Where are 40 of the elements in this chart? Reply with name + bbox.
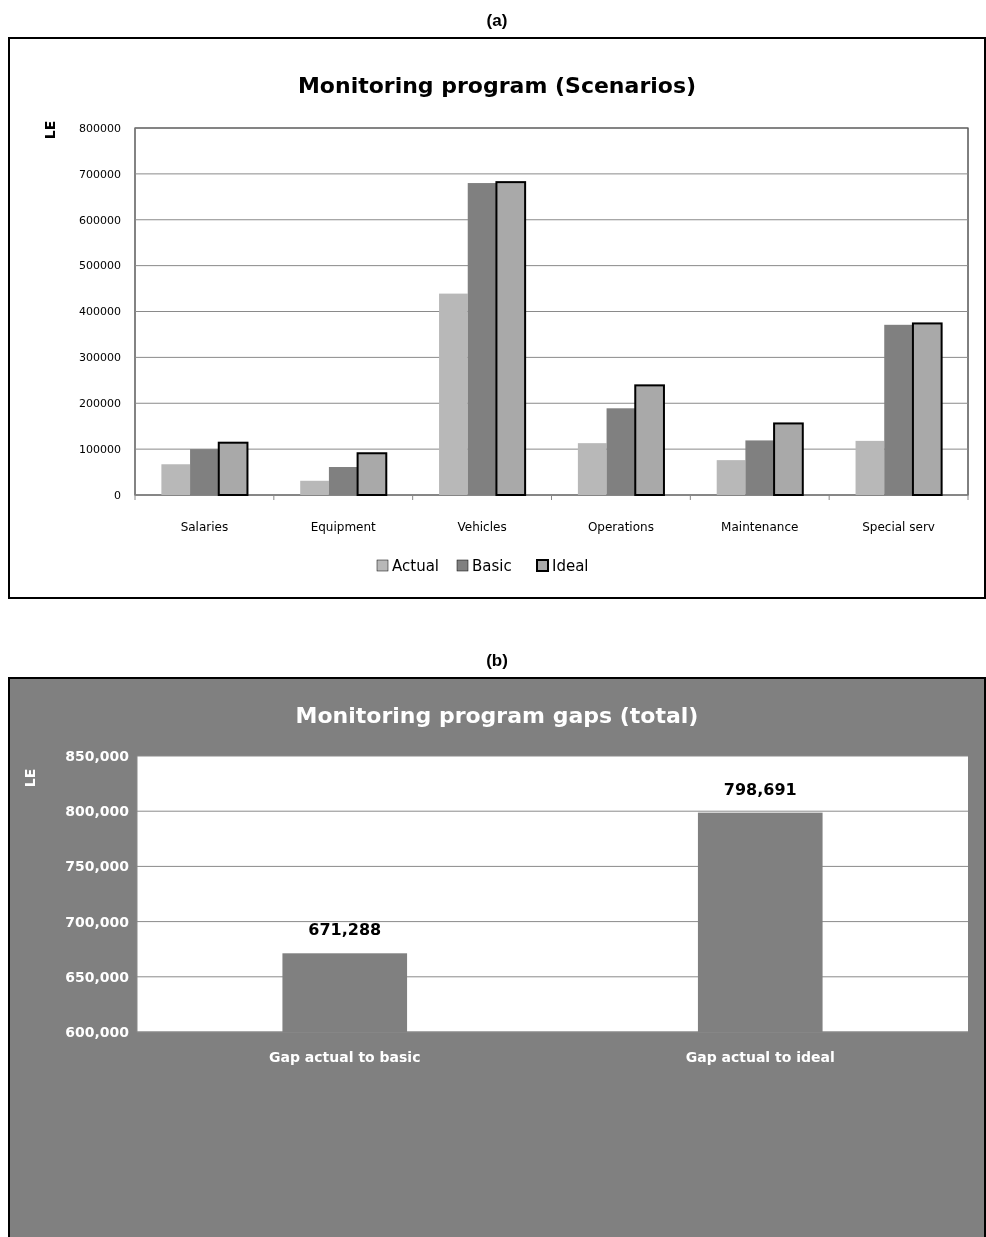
x-tick-label: Maintenance bbox=[721, 520, 799, 534]
y-tick-label: 700000 bbox=[79, 167, 121, 181]
y-tick-label: 800,000 bbox=[65, 803, 130, 820]
x-tick-label: Equipment bbox=[310, 520, 377, 534]
legend-label: Actual bbox=[392, 557, 439, 575]
x-tick-label: Special serv bbox=[862, 520, 935, 534]
y-tick-label: 750,000 bbox=[65, 858, 130, 875]
text: (a) bbox=[486, 11, 508, 30]
y-tick-label: 100000 bbox=[79, 442, 121, 456]
chart-title: Monitoring program gaps (total) bbox=[295, 703, 699, 728]
y-axis-title: LE bbox=[22, 768, 38, 788]
y-tick-label: 400000 bbox=[79, 305, 121, 319]
x-tick-label: Gap actual to ideal bbox=[685, 1049, 835, 1065]
y-tick-label: 300000 bbox=[79, 351, 121, 365]
bar bbox=[161, 464, 191, 495]
y-tick-label: 600000 bbox=[79, 213, 121, 227]
bar bbox=[577, 443, 607, 495]
bar bbox=[855, 440, 885, 495]
x-tick-label: Gap actual to basic bbox=[269, 1049, 421, 1065]
y-tick-label: 850,000 bbox=[65, 747, 130, 764]
data-label: 671,288 bbox=[308, 920, 382, 940]
y-tick-label: 650,000 bbox=[65, 968, 130, 985]
y-tick-label: 700,000 bbox=[65, 913, 130, 930]
data-label: 798,691 bbox=[723, 779, 797, 799]
legend-label: Basic bbox=[472, 557, 512, 575]
y-tick-label: 800000 bbox=[79, 121, 121, 135]
y-tick-label: 600,000 bbox=[65, 1023, 130, 1040]
text: (b) bbox=[486, 651, 508, 670]
x-tick-label: Vehicles bbox=[457, 520, 507, 534]
bar bbox=[439, 293, 468, 495]
bar bbox=[300, 480, 329, 495]
bar bbox=[716, 460, 746, 495]
x-tick-label: Salaries bbox=[180, 520, 229, 534]
x-tick-label: Operations bbox=[587, 520, 654, 534]
y-tick-label: 500000 bbox=[79, 259, 121, 273]
y-axis-title: LE bbox=[42, 120, 58, 140]
y-tick-label: 200000 bbox=[79, 397, 121, 411]
legend-label: Ideal bbox=[552, 557, 589, 575]
y-tick-label: 0 bbox=[114, 488, 121, 502]
chart-title: Monitoring program (Scenarios) bbox=[297, 73, 697, 98]
